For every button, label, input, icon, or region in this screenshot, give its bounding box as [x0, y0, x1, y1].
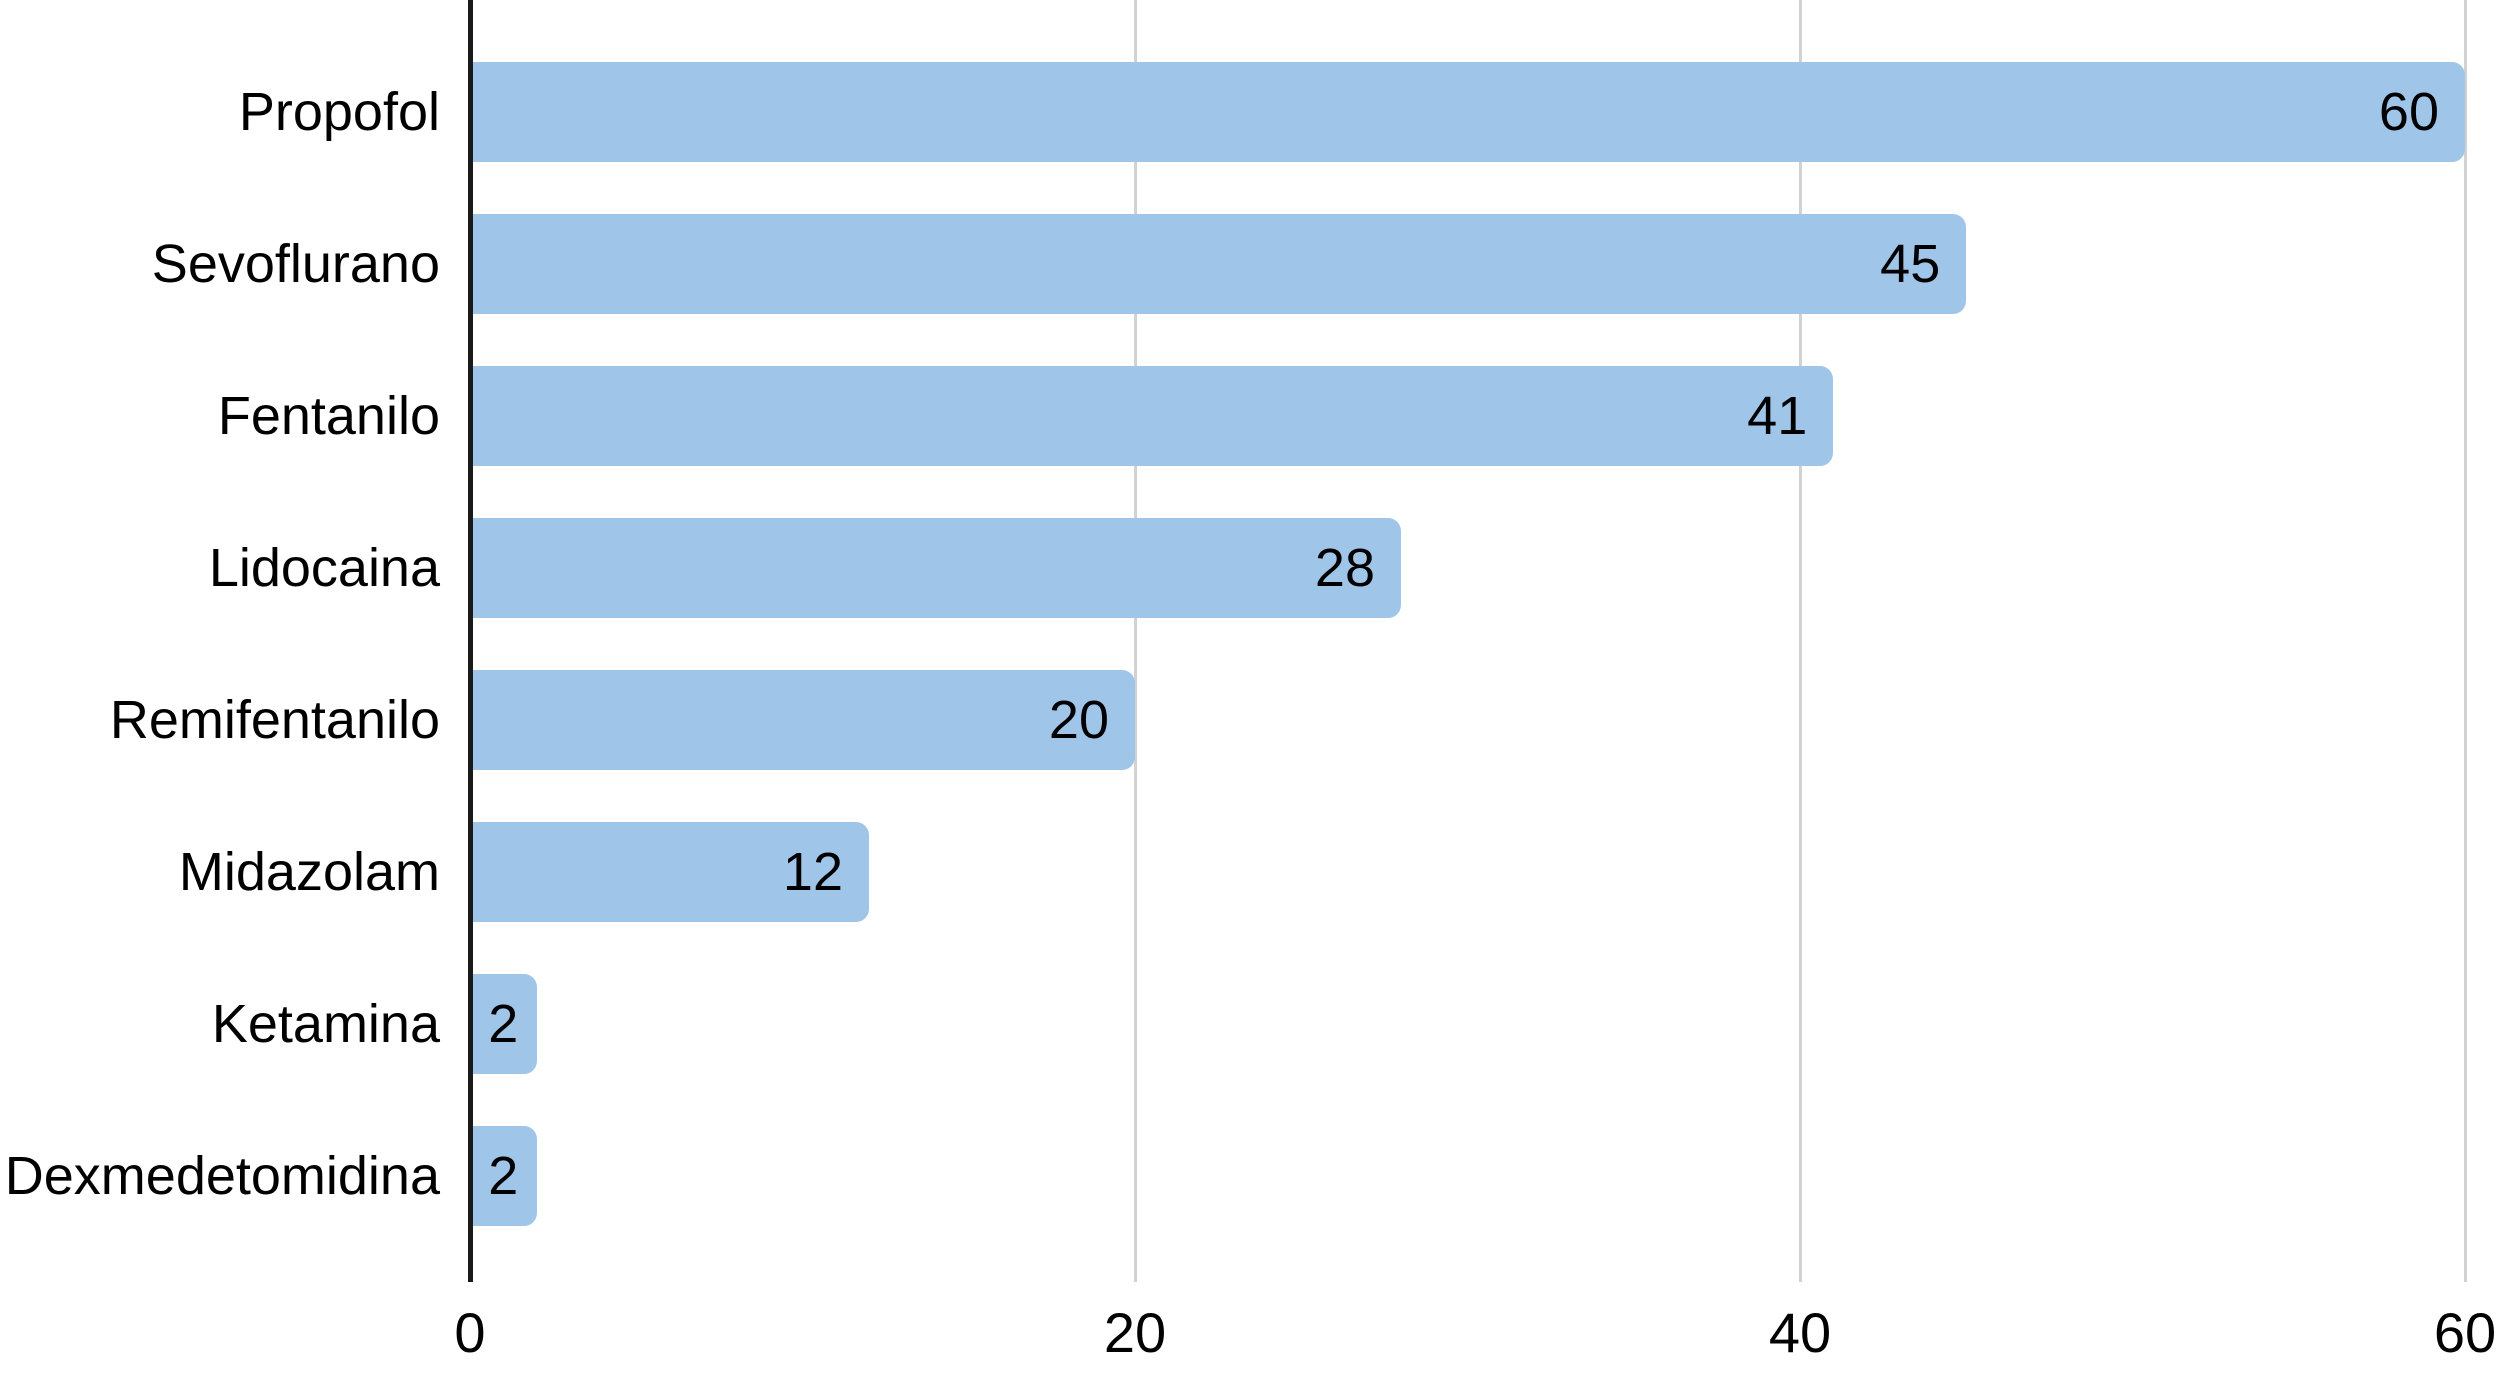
bar: 60: [470, 62, 2465, 162]
gridline: [1133, 0, 1137, 1282]
bar-value-label: 2: [488, 1146, 519, 1206]
gridline: [2463, 0, 2467, 1282]
bar-value-label: 28: [1314, 538, 1375, 598]
bar-value-label: 41: [1747, 386, 1808, 446]
x-tick-label: 20: [1103, 1301, 1167, 1364]
category-label: Remifentanilo: [109, 690, 440, 750]
category-label: Midazolam: [178, 842, 440, 902]
x-tick-label: 0: [454, 1301, 486, 1364]
y-axis-line: [467, 0, 473, 1282]
bar: 2: [470, 1126, 537, 1226]
category-label: Dexmedetomidina: [4, 1146, 440, 1206]
bar: 41: [470, 366, 1834, 466]
bar-value-label: 20: [1048, 690, 1109, 750]
bar-value-label: 45: [1880, 234, 1941, 294]
category-label: Sevoflurano: [151, 234, 440, 294]
x-tick-label: 40: [1768, 1301, 1832, 1364]
bar: 2: [470, 974, 537, 1074]
bar-value-label: 2: [488, 994, 519, 1054]
x-tick-label: 60: [2433, 1301, 2497, 1364]
bar: 45: [470, 214, 1967, 314]
bar: 12: [470, 822, 869, 922]
category-label: Ketamina: [211, 994, 440, 1054]
gridline: [1798, 0, 1802, 1282]
category-label: Fentanilo: [217, 386, 440, 446]
bar: 20: [470, 670, 1135, 770]
bar: 28: [470, 518, 1401, 618]
category-label: Lidocaina: [208, 538, 440, 598]
bar-value-label: 12: [782, 842, 843, 902]
bar-value-label: 60: [2378, 82, 2439, 142]
category-label: Propofol: [238, 82, 440, 142]
